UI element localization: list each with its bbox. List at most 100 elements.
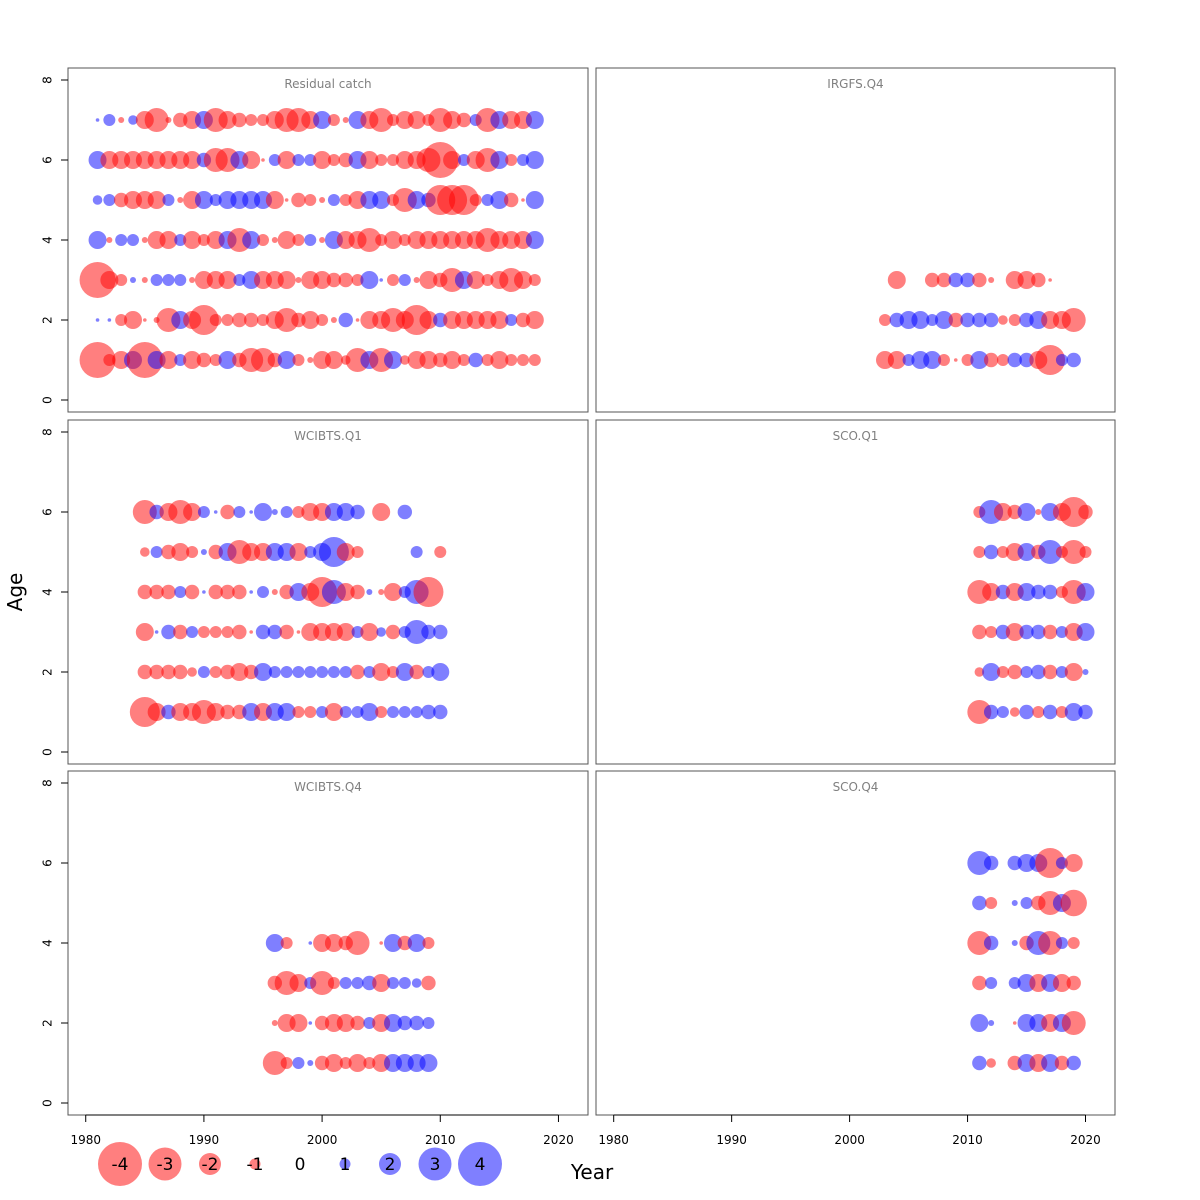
residual-bubble (395, 663, 414, 681)
residual-bubble (1042, 584, 1058, 600)
residual-bubble (988, 1020, 995, 1026)
residual-bubble (265, 934, 284, 952)
residual-bubble (384, 351, 402, 369)
residual-bubble (137, 664, 153, 680)
residual-bubble (243, 312, 259, 328)
legend-label: -2 (202, 1155, 219, 1175)
panel: Residual catch 0 2 4 6 8 (41, 67, 589, 413)
residual-bubble (413, 277, 420, 283)
residual-bubble (206, 703, 225, 721)
residual-bubble (274, 308, 299, 332)
residual-bubble (1017, 503, 1036, 521)
residual-bubble (469, 194, 482, 206)
residual-bubble (376, 627, 386, 637)
residual-bubble (1064, 663, 1083, 681)
residual-bubble (336, 543, 355, 561)
residual-bubble (993, 503, 1012, 521)
residual-bubble (249, 590, 253, 594)
residual-bubble (375, 706, 388, 718)
residual-bubble (150, 546, 163, 558)
residual-bubble (996, 546, 1009, 558)
residual-bubble (1031, 624, 1046, 640)
residual-bubble (948, 272, 963, 288)
residual-bubble (174, 234, 187, 246)
residual-bubble (972, 272, 987, 288)
y-tick-label: 8 (41, 428, 55, 436)
residual-bubble (948, 312, 963, 328)
residual-bubble (149, 664, 164, 680)
residual-bubble (983, 312, 999, 328)
residual-bubble (503, 192, 519, 208)
residual-bubble (277, 151, 296, 169)
residual-bubble (1008, 314, 1021, 326)
residual-bubble (277, 351, 296, 369)
residual-bubble (232, 112, 247, 128)
residual-bubble (1017, 583, 1036, 601)
legend-bubble (418, 1147, 452, 1181)
residual-bubble (1020, 666, 1033, 678)
residual-bubble (254, 663, 272, 681)
residual-bubble (106, 237, 113, 243)
residual-bubble (410, 546, 423, 558)
residual-bubble (265, 191, 284, 209)
residual-bubble (960, 272, 975, 288)
residual-bubble (983, 704, 999, 720)
residual-bubble (1032, 706, 1045, 718)
legend-label: 0 (295, 1155, 306, 1175)
residual-bubble (232, 624, 247, 640)
residual-bubble (937, 354, 950, 366)
residual-bubble (422, 142, 459, 178)
residual-bubble (100, 271, 119, 289)
residual-bubble (443, 151, 462, 169)
residual-bubble (183, 351, 202, 369)
residual-bubble (1017, 271, 1036, 289)
residual-bubble (336, 1014, 355, 1032)
panel: SCO.Q1 (595, 419, 1116, 765)
residual-bubble (1055, 626, 1068, 638)
residual-bubble (280, 1057, 293, 1069)
residual-bubble (144, 108, 169, 132)
residual-bubble (387, 274, 399, 286)
residual-bubble (1019, 624, 1034, 640)
residual-bubble (324, 1054, 343, 1072)
residual-bubble (409, 1015, 424, 1031)
panel-title: IRGFS.Q4 (827, 77, 883, 91)
residual-bubble (232, 584, 247, 600)
residual-bubble (457, 154, 470, 166)
residual-bubble (339, 1057, 352, 1069)
residual-bubble (398, 274, 411, 286)
residual-bubble (154, 630, 159, 634)
residual-bubble (267, 624, 283, 640)
residual-bubble (115, 234, 128, 246)
residual-bubble (147, 191, 166, 209)
residual-bubble (308, 941, 313, 945)
residual-bubble (517, 154, 529, 166)
residual-bubble (184, 584, 200, 600)
residual-bubble (422, 1017, 435, 1029)
residual-bubble (187, 667, 197, 677)
residual-bubble (277, 231, 296, 249)
residual-bubble (161, 624, 176, 640)
residual-bubble (330, 317, 337, 323)
residual-bubble (1042, 704, 1058, 720)
residual-bubble (525, 111, 544, 129)
residual-bubble (1061, 1011, 1086, 1035)
residual-bubble (1038, 540, 1063, 564)
residual-bubble (230, 663, 249, 681)
residual-bubble (173, 664, 188, 680)
residual-bubble (967, 700, 992, 724)
residual-bubble (197, 506, 210, 518)
legend-label: -3 (157, 1155, 174, 1175)
residual-bubble (1007, 664, 1022, 680)
residual-bubble (1054, 1055, 1070, 1071)
residual-bubble (348, 1054, 367, 1072)
residual-bubble (1082, 669, 1089, 675)
residual-bubble (433, 624, 448, 640)
residual-bubble (972, 975, 987, 991)
residual-bubble (967, 851, 992, 875)
legend-bubble (339, 1158, 351, 1170)
residual-bubble (257, 234, 269, 246)
residual-bubble (369, 108, 394, 132)
residual-bubble (398, 977, 411, 989)
residual-bubble (1061, 308, 1086, 332)
